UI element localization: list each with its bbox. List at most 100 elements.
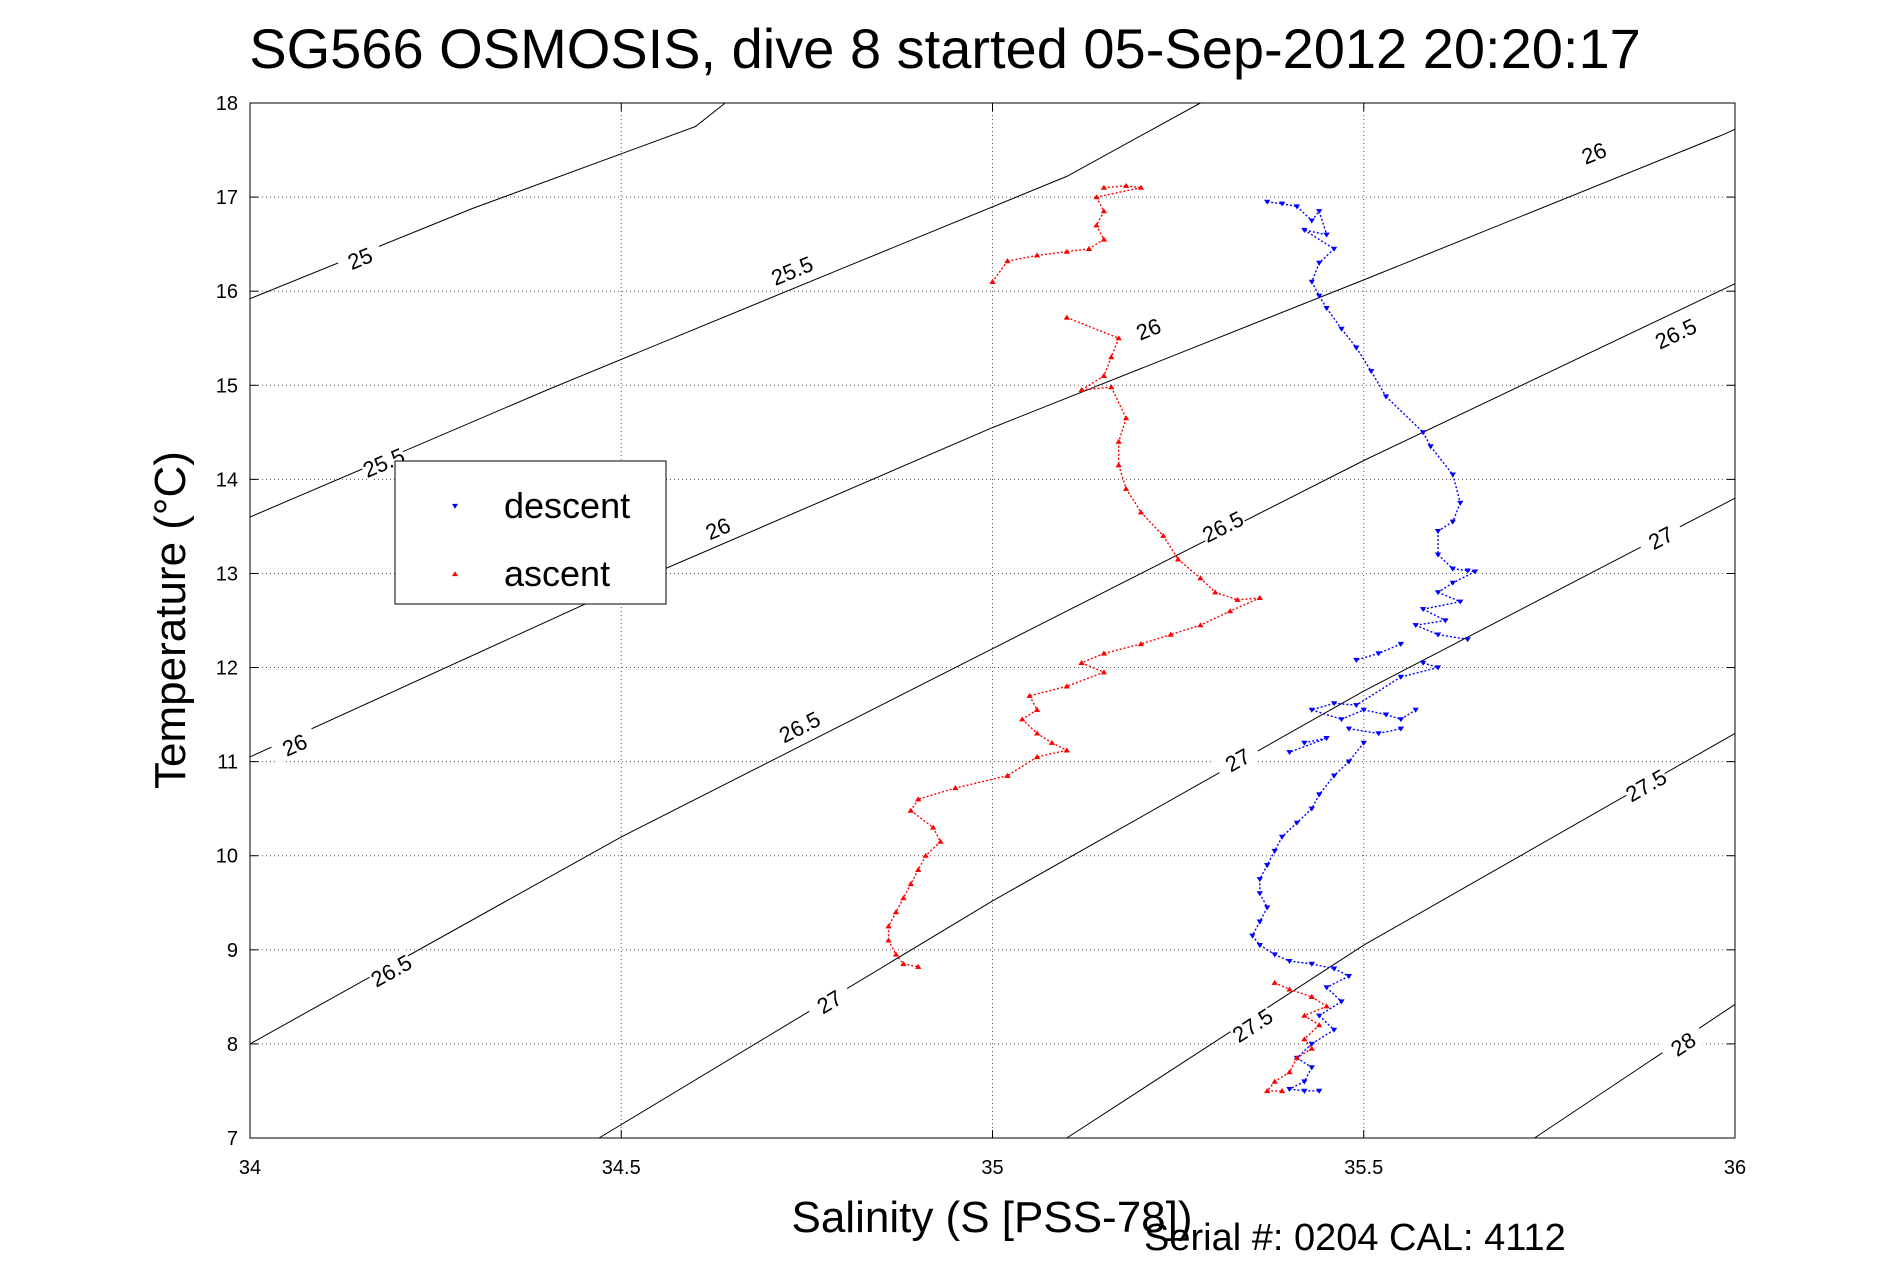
ascent-trace: [1051, 742, 1068, 751]
ascent-trace: [1036, 250, 1067, 257]
serial-cal-footer: Serial #: 0204 CAL: 4112: [1144, 1217, 1566, 1259]
ascent-trace: [910, 810, 934, 829]
descent-trace: [1274, 836, 1283, 852]
ascent-trace: [1199, 577, 1216, 593]
ascent-point: [1100, 208, 1108, 214]
descent-trace: [1259, 864, 1268, 880]
contour-label-group: 28: [1657, 1020, 1708, 1066]
descent-trace: [1437, 633, 1468, 641]
ascent-trace: [895, 897, 905, 913]
descent-trace: [1326, 975, 1350, 989]
y-tick-label: 13: [216, 563, 238, 585]
ascent-trace: [1036, 732, 1053, 744]
descent-trace: [1341, 709, 1365, 720]
ascent-trace: [1095, 210, 1105, 226]
descent-trace: [1289, 1080, 1305, 1090]
descent-trace: [1355, 347, 1372, 372]
x-tick-label: 36: [1724, 1157, 1746, 1179]
y-tick-label: 18: [216, 93, 238, 115]
y-tick-label: 16: [216, 281, 238, 303]
ascent-trace: [1125, 488, 1142, 513]
descent-point: [1286, 750, 1293, 756]
descent-trace: [1296, 808, 1313, 824]
contour-label-bg: [773, 705, 825, 747]
descent-trace: [1437, 521, 1454, 532]
descent-trace: [1251, 935, 1261, 946]
ascent-trace: [1021, 709, 1038, 720]
contour-label-bg: [1197, 504, 1248, 547]
x-axis-label: Salinity (S [PSS-78]): [791, 1193, 1192, 1242]
descent-trace: [1266, 850, 1276, 866]
ascent-trace: [1162, 535, 1179, 560]
ascent-trace: [1274, 1071, 1290, 1083]
descent-trace: [1437, 554, 1454, 570]
ascent-trace: [1096, 186, 1142, 198]
ascent-trace: [887, 911, 897, 927]
y-tick-label: 15: [216, 375, 238, 397]
descent-trace: [1259, 893, 1268, 908]
x-tick-label: 34: [239, 1157, 261, 1179]
descent-trace: [1318, 210, 1328, 235]
ascent-point: [1093, 222, 1100, 228]
descent-trace: [1311, 210, 1320, 222]
contour-label-bg: [1211, 737, 1263, 781]
descent-trace: [1333, 761, 1350, 777]
ascent-trace: [1088, 238, 1105, 250]
legend-box: [394, 460, 667, 605]
ascent-point: [907, 881, 914, 887]
descent-trace: [1251, 921, 1261, 937]
plot-area: 2525.525.52626262626.526.526.526.5272727…: [216, 93, 1746, 1179]
descent-trace: [1281, 202, 1298, 208]
ascent-trace: [1066, 671, 1105, 688]
y-tick-label: 9: [227, 940, 238, 962]
descent-trace: [1400, 709, 1417, 720]
descent-trace: [1452, 474, 1461, 504]
y-tick-label: 14: [216, 469, 238, 491]
ascent-point: [900, 895, 907, 901]
ascent-trace: [1066, 316, 1119, 339]
ascent-trace: [918, 787, 956, 800]
isopycnal-28: [1534, 1003, 1736, 1139]
contour-label-bg: [269, 723, 320, 764]
descent-trace: [1467, 569, 1476, 573]
descent-trace: [1311, 709, 1342, 720]
ascent-trace: [910, 869, 919, 885]
descent-trace: [1296, 1043, 1313, 1059]
descent-trace: [1311, 262, 1320, 283]
ascent-trace: [1303, 1038, 1313, 1050]
ascent-trace: [1296, 1048, 1313, 1059]
ascent-trace: [887, 940, 897, 955]
contour-label-bg: [1226, 1002, 1277, 1047]
contour-label-bg: [803, 979, 854, 1023]
ascent-trace: [1110, 337, 1120, 358]
ascent-trace: [1311, 996, 1327, 1007]
x-tick-label: 34.5: [602, 1157, 641, 1179]
descent-trace: [1452, 570, 1476, 584]
descent-trace: [1355, 676, 1402, 706]
descent-trace: [1326, 307, 1343, 330]
descent-trace: [1296, 1057, 1313, 1069]
ascent-trace: [1200, 610, 1231, 626]
descent-trace: [1437, 582, 1454, 593]
descent-trace: [1311, 1029, 1335, 1045]
descent-trace: [1267, 201, 1283, 205]
descent-trace: [1318, 1000, 1342, 1017]
ascent-trace: [1140, 633, 1171, 645]
ascent-trace: [932, 827, 942, 842]
ascent-trace: [1118, 465, 1127, 489]
x-tick-label: 35.5: [1344, 1157, 1383, 1179]
descent-trace: [1259, 944, 1276, 956]
ascent-trace: [917, 855, 927, 871]
ascent-trace: [1170, 624, 1201, 636]
y-tick-label: 11: [217, 752, 238, 774]
ascent-trace: [1036, 749, 1067, 758]
ascent-point: [892, 909, 900, 915]
y-tick-label: 7: [227, 1128, 238, 1150]
contour-label-bg: [766, 250, 817, 290]
descent-trace: [1415, 624, 1439, 636]
ascent-trace: [1140, 511, 1164, 537]
isopycnal-25-5: [249, 102, 1201, 518]
descent-trace: [1422, 608, 1446, 622]
legend-marker-descent: [452, 503, 458, 509]
